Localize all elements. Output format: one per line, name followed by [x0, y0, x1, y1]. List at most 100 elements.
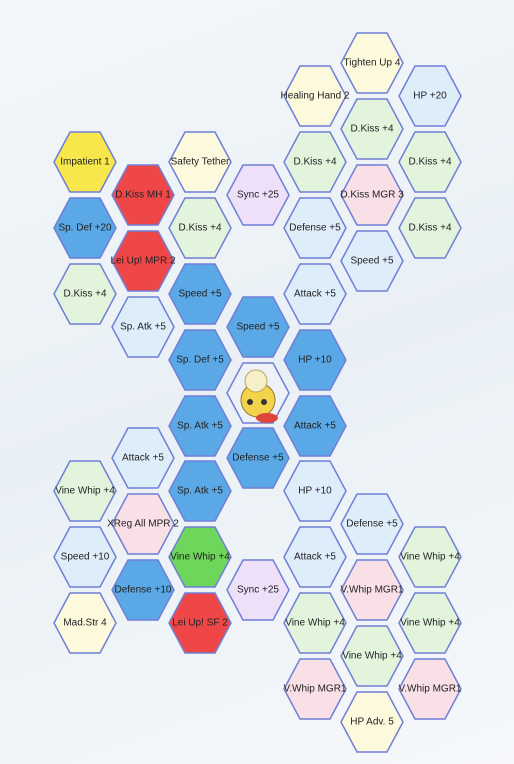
tile-label: D.Kiss +4	[178, 223, 222, 234]
tile-label: Defense +5	[346, 519, 398, 530]
grid-tile: Lei Up! MPR 2	[110, 230, 176, 292]
tile-hex	[283, 395, 347, 457]
tile-hex	[283, 263, 347, 325]
tile-hex	[168, 592, 232, 654]
tile-hex	[111, 559, 175, 621]
tile-hex	[111, 493, 175, 555]
tile-hex	[398, 592, 462, 654]
tile-hex	[283, 197, 347, 259]
tile-label: Speed +5	[350, 256, 394, 267]
tile-label: Defense +5	[289, 223, 341, 234]
grid-tile: Attack +5	[283, 526, 347, 588]
grid-tile: Tighten Up 4	[340, 32, 404, 94]
grid-tile: D.Kiss MH 1	[111, 164, 175, 226]
tile-hex	[226, 164, 290, 226]
tile-hex	[168, 329, 232, 391]
tile-hex	[283, 329, 347, 391]
tile-label: Sp. Atk +5	[177, 486, 223, 497]
tile-label: Vine Whip +4	[285, 618, 345, 629]
grid-tile: HP +10	[283, 460, 347, 522]
tile-hex	[340, 164, 404, 226]
tile-label: Attack +5	[122, 453, 164, 464]
tile-label: Sp. Def +5	[176, 355, 224, 366]
grid-tile: Sync +25	[226, 164, 290, 226]
grid-tile: V.Whip MGR1	[398, 658, 462, 720]
grid-tile: HP Adv. 5	[340, 691, 404, 753]
tile-label: Tighten Up 4	[344, 58, 401, 69]
tile-label: V.Whip MGR1	[341, 585, 404, 596]
grid-tile: D.Kiss +4	[283, 131, 347, 193]
tile-hex	[340, 230, 404, 292]
tile-hex	[283, 460, 347, 522]
grid-tile: V.Whip MGR1	[340, 559, 404, 621]
tile-label: Sp. Atk +5	[177, 421, 223, 432]
tile-hex	[168, 131, 232, 193]
tile-hex	[340, 32, 404, 94]
tile-hex	[398, 65, 462, 127]
tile-hex	[398, 526, 462, 588]
tile-hex	[226, 427, 290, 489]
tile-hex	[226, 296, 290, 358]
tile-label: HP +20	[413, 91, 447, 102]
center-icon	[226, 362, 290, 424]
grid-tile: Vine Whip +4	[340, 625, 404, 687]
tile-hex	[111, 230, 175, 292]
grid-tile: D.Kiss +4	[398, 131, 462, 193]
grid-tile: Attack +5	[111, 427, 175, 489]
grid-tile: Lei Up! SF 2	[168, 592, 232, 654]
tile-label: D.Kiss +4	[408, 223, 452, 234]
tile-label: Sp. Atk +5	[120, 322, 166, 333]
tile-hex	[340, 625, 404, 687]
grid-tile: Defense +5	[226, 427, 290, 489]
tile-label: Attack +5	[294, 421, 336, 432]
tile-hex	[398, 131, 462, 193]
tile-hex	[398, 197, 462, 259]
grid-tile: XReg All MPR 2	[107, 493, 179, 555]
grid-tile: Speed +5	[168, 263, 232, 325]
tile-label: D.Kiss +4	[350, 124, 394, 135]
tile-label: Defense +5	[232, 453, 284, 464]
tile-hex	[53, 263, 117, 325]
tile-label: Vine Whip +4	[400, 618, 460, 629]
tile-label: Vine Whip +4	[55, 486, 115, 497]
tile-hex	[283, 131, 347, 193]
tile-label: Vine Whip +4	[342, 651, 402, 662]
tile-label: Speed +5	[236, 322, 280, 333]
grid-tile: Safety Tether	[168, 131, 232, 193]
tile-hex	[111, 296, 175, 358]
grid-tile: Attack +5	[283, 263, 347, 325]
grid-tile: Sp. Def +5	[168, 329, 232, 391]
grid-tile: Vine Whip +4	[168, 526, 232, 588]
tile-label: Impatient 1	[60, 157, 110, 168]
grid-tile: Speed +10	[53, 526, 117, 588]
tile-hex	[168, 197, 232, 259]
tile-label: D.Kiss MH 1	[115, 190, 171, 201]
tile-label: Lei Up! SF 2	[172, 618, 228, 629]
tile-hex	[226, 559, 290, 621]
grid-tile: Defense +10	[111, 559, 175, 621]
tile-label: Vine Whip +4	[170, 552, 230, 563]
tile-hex	[283, 526, 347, 588]
grid-tile: D.Kiss +4	[340, 98, 404, 160]
grid-tile: V.Whip MGR1	[283, 658, 347, 720]
tile-label: D.Kiss +4	[293, 157, 337, 168]
tile-label: Mad.Str 4	[63, 618, 107, 629]
grid-tile: Attack +5	[283, 395, 347, 457]
grid-tile: Sp. Def +20	[53, 197, 117, 259]
tile-label: D.Kiss +4	[408, 157, 452, 168]
grid-tile: Vine Whip +4	[53, 460, 117, 522]
grid-tile: D.Kiss +4	[53, 263, 117, 325]
grid-tile: HP +10	[283, 329, 347, 391]
tile-hex	[168, 395, 232, 457]
tile-label: HP +10	[298, 355, 332, 366]
tile-label: Speed +10	[61, 552, 110, 563]
tile-label: Safety Tether	[171, 157, 230, 168]
grid-tile: Mad.Str 4	[53, 592, 117, 654]
tile-label: Vine Whip +4	[400, 552, 460, 563]
tile-hex	[168, 526, 232, 588]
grid-tile: Defense +5	[340, 493, 404, 555]
tile-hex	[53, 460, 117, 522]
tile-hex	[53, 197, 117, 259]
tile-hex	[53, 526, 117, 588]
